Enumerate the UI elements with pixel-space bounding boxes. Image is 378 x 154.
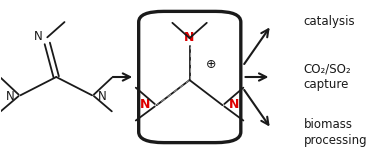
Text: N: N bbox=[139, 98, 150, 111]
FancyBboxPatch shape bbox=[139, 11, 241, 143]
Text: N: N bbox=[229, 98, 240, 111]
Text: catalysis: catalysis bbox=[304, 15, 355, 28]
Text: ⊕: ⊕ bbox=[206, 58, 216, 71]
Text: N: N bbox=[98, 90, 107, 103]
Text: N: N bbox=[6, 90, 15, 103]
Text: N: N bbox=[184, 30, 194, 44]
Text: N: N bbox=[34, 30, 43, 43]
Text: biomass
processing: biomass processing bbox=[304, 118, 367, 147]
Text: CO₂/SO₂
capture: CO₂/SO₂ capture bbox=[304, 63, 351, 91]
